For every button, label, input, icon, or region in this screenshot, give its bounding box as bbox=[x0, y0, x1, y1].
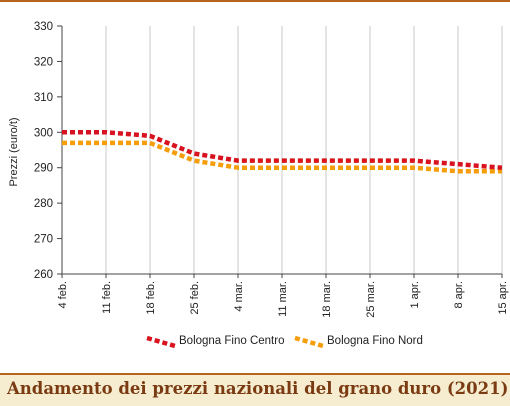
x-tick-label: 4 feb. bbox=[57, 281, 69, 309]
x-tick-label: 15 apr. bbox=[497, 281, 509, 315]
top-border bbox=[0, 0, 510, 2]
y-tick-label: 320 bbox=[34, 56, 53, 68]
x-tick-label: 11 feb. bbox=[101, 281, 113, 314]
x-tick-label: 8 apr. bbox=[453, 281, 465, 309]
y-tick-label: 260 bbox=[34, 269, 53, 281]
legend-label: Bologna Fino Centro bbox=[179, 335, 284, 347]
line-chart: 260 270 280 290 300 310 320 330 4 feb. 11 feb. 18… bbox=[8, 21, 509, 349]
x-tick-label: 18 feb. bbox=[145, 281, 157, 315]
y-tick-label: 280 bbox=[34, 198, 53, 210]
x-tick-label: 1 apr. bbox=[409, 281, 421, 309]
y-tick-label: 290 bbox=[34, 163, 53, 175]
series-line bbox=[62, 140, 502, 174]
legend-swatch bbox=[294, 335, 324, 349]
x-ticks: 4 feb. 11 feb. 18 feb. 25 feb. 4 mar. 11 mar.… bbox=[57, 274, 509, 318]
y-tick-label: 310 bbox=[34, 92, 53, 104]
x-tick-label: 18 mar. bbox=[321, 281, 333, 318]
x-tick-label: 25 feb. bbox=[189, 281, 201, 315]
y-tick-label: 330 bbox=[34, 21, 53, 33]
x-tick-label: 11 mar. bbox=[277, 281, 289, 317]
series-line bbox=[62, 130, 503, 170]
y-tick-label: 270 bbox=[34, 234, 53, 246]
y-ticks: 260 270 280 290 300 310 320 330 bbox=[34, 21, 62, 281]
chart-caption: Andamento dei prezzi nazionali del grano… bbox=[7, 379, 509, 398]
series bbox=[62, 130, 503, 174]
grid bbox=[61, 26, 503, 274]
legend: Bologna Fino Centro Bologna Fino Nord bbox=[146, 335, 423, 349]
legend-swatch bbox=[146, 335, 176, 349]
y-axis-label: Prezzi (euro/t) bbox=[8, 117, 20, 186]
x-tick-label: 25 mar. bbox=[365, 281, 377, 318]
y-tick-label: 300 bbox=[34, 127, 53, 139]
chart-caption-bar: Andamento dei prezzi nazionali del grano… bbox=[0, 373, 510, 406]
legend-label: Bologna Fino Nord bbox=[327, 335, 423, 347]
x-tick-label: 4 mar. bbox=[233, 281, 245, 312]
